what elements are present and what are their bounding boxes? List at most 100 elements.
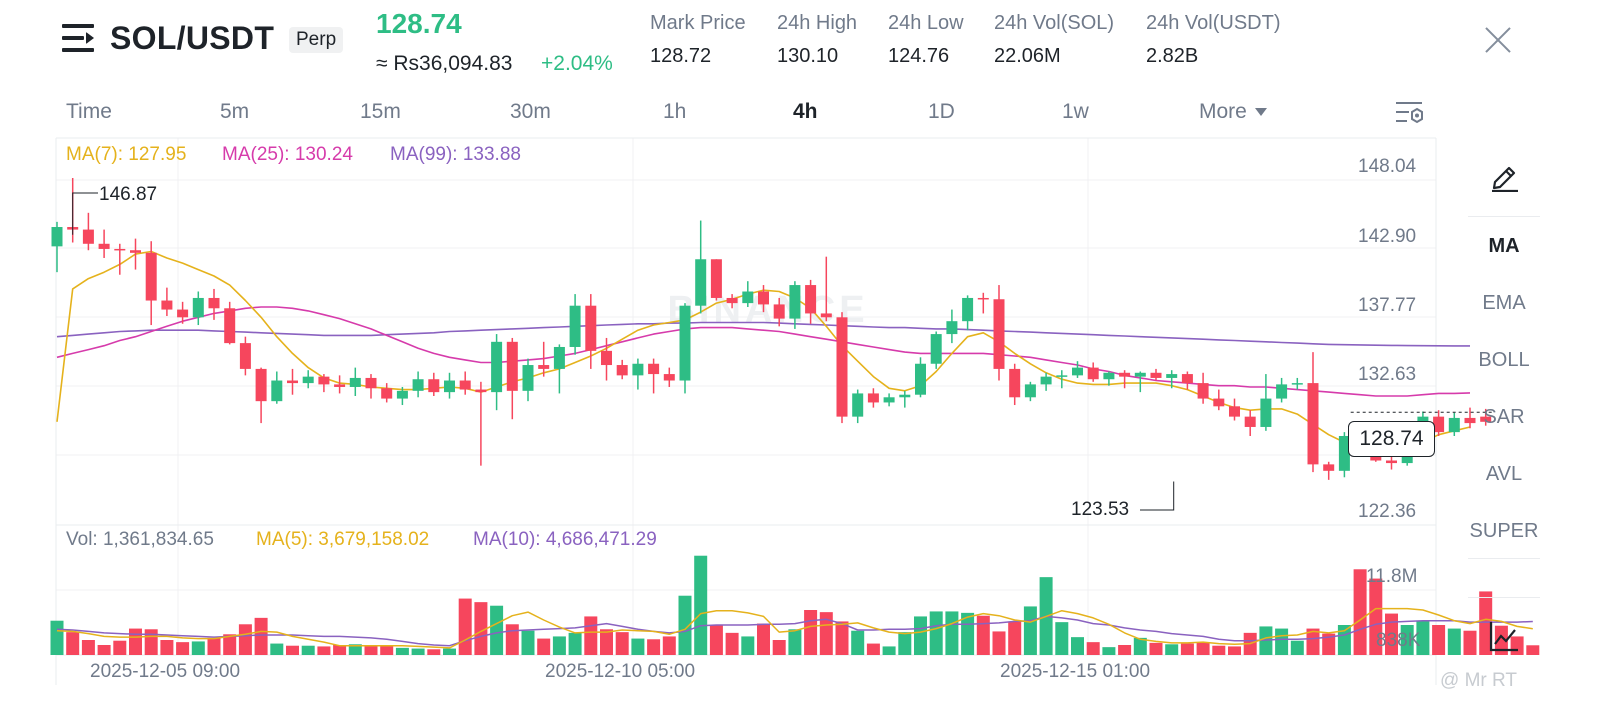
time-axis-label: 2025-12-05 09:00	[90, 661, 241, 682]
indicator-sar[interactable]: SAR	[1483, 406, 1525, 428]
candle-body	[726, 297, 738, 304]
price-axis-label: 122.36	[1358, 501, 1417, 522]
volume-bar	[835, 621, 849, 655]
candle-body	[1338, 435, 1350, 471]
high-annotation: 146.87	[99, 184, 158, 205]
indicator-avl[interactable]: AVL	[1485, 463, 1523, 485]
candle-body	[1260, 398, 1272, 427]
candle-body	[459, 380, 471, 390]
volume-bar	[1196, 642, 1210, 655]
indicator-boll[interactable]: BOLL	[1478, 349, 1530, 371]
low-leader-line	[1140, 481, 1175, 511]
price-axis-label: 148.04	[1358, 156, 1417, 177]
volume-bar	[176, 642, 190, 655]
candle-body	[1197, 383, 1209, 399]
candle-body	[1040, 376, 1052, 385]
volume-bar	[1275, 628, 1289, 655]
draw-pencil-icon[interactable]	[1490, 160, 1520, 193]
legend-ma25[interactable]: MA(25): 130.24	[222, 144, 353, 165]
tab-more[interactable]: More	[1199, 100, 1267, 124]
candle-body	[114, 248, 126, 251]
volume-axis-label: 11.8M	[1366, 566, 1418, 587]
candle-body	[977, 297, 989, 300]
legend-ma99[interactable]: MA(99): 133.88	[390, 144, 521, 165]
high-leader-line	[72, 192, 98, 235]
candle-body	[569, 305, 581, 347]
tab-5m[interactable]: 5m	[220, 100, 250, 123]
time-axis-label: 2025-12-15 01:00	[1000, 661, 1151, 682]
candle-body	[946, 321, 958, 335]
tab-30m[interactable]: 30m	[510, 100, 551, 123]
volume-bar	[568, 632, 582, 655]
indicator-ma[interactable]: MA	[1488, 235, 1520, 257]
volume-bar	[238, 624, 252, 655]
indicator-super[interactable]: SUPER	[1469, 520, 1539, 542]
candle-body	[82, 229, 94, 244]
volume-bar	[50, 620, 64, 655]
candle-body	[836, 317, 848, 417]
volume-bar	[1023, 606, 1037, 655]
candle-body	[883, 397, 895, 403]
candle-body	[1244, 416, 1256, 427]
candle-body	[412, 379, 424, 391]
volume-bar	[552, 636, 566, 655]
candle-body	[538, 365, 550, 369]
current-price-tag[interactable]: 128.74	[1348, 421, 1435, 457]
tab-1d[interactable]: 1D	[928, 100, 955, 123]
volume-bar	[882, 646, 896, 655]
candle-body	[1056, 375, 1068, 377]
volume-bar	[1447, 628, 1461, 655]
volume-bar	[1479, 591, 1493, 655]
candle-body	[224, 308, 236, 344]
indicator-ema[interactable]: EMA	[1482, 292, 1526, 314]
stat-label: Mark Price	[650, 12, 746, 34]
menu-icon[interactable]	[62, 24, 96, 54]
candle-body	[601, 350, 612, 366]
candle-body	[239, 343, 251, 369]
chart-settings-icon[interactable]	[1395, 100, 1425, 128]
legend-ma7[interactable]: MA(7): 127.95	[66, 144, 187, 165]
candle-body	[585, 305, 597, 351]
tab-time[interactable]: Time	[66, 100, 112, 123]
volume-bar	[819, 612, 833, 655]
candle-body	[1072, 367, 1083, 376]
tab-15m[interactable]: 15m	[360, 100, 401, 123]
candle-body	[553, 346, 565, 369]
volume-bar	[914, 616, 927, 655]
candle-body	[444, 380, 455, 393]
credit-watermark: @ Mr RT	[1440, 670, 1517, 691]
volume-bar	[427, 649, 441, 655]
candle-body	[161, 300, 173, 310]
ma25-line	[56, 306, 1471, 397]
candle-body	[475, 389, 487, 393]
more-label: More	[1199, 100, 1247, 123]
volume-bar	[961, 612, 975, 655]
volume-bar	[992, 631, 1006, 655]
price-change: +2.04%	[541, 52, 613, 75]
volume-bar	[1337, 625, 1351, 655]
legend-vol-ma5: MA(5): 3,679,158.02	[256, 529, 430, 550]
chart-overlay	[72, 192, 1492, 511]
volume-bar	[97, 645, 111, 655]
candle-body	[867, 393, 879, 403]
volume-ma-lines	[56, 607, 1533, 649]
tab-1h[interactable]: 1h	[663, 100, 687, 123]
volume-bar	[411, 648, 425, 655]
stat-mark-price: Mark Price 128.72	[650, 12, 746, 68]
candle-body	[915, 363, 926, 395]
tab-1w[interactable]: 1w	[1062, 100, 1089, 123]
toolbar-divider	[1468, 216, 1540, 217]
volume-bar	[631, 638, 645, 655]
volume-bar	[81, 640, 95, 655]
tab-4h[interactable]: 4h	[793, 100, 818, 123]
volume-bar	[741, 636, 755, 655]
trading-pair[interactable]: SOL/USDT	[110, 20, 275, 56]
candle-body	[758, 291, 769, 305]
sub-indicator-chart-icon[interactable]	[1489, 620, 1519, 652]
candle-body	[1433, 416, 1445, 433]
volume-bar	[1133, 637, 1147, 655]
volume-bar	[490, 605, 504, 655]
candle-body	[428, 379, 440, 393]
low-annotation: 123.53	[1071, 499, 1130, 520]
